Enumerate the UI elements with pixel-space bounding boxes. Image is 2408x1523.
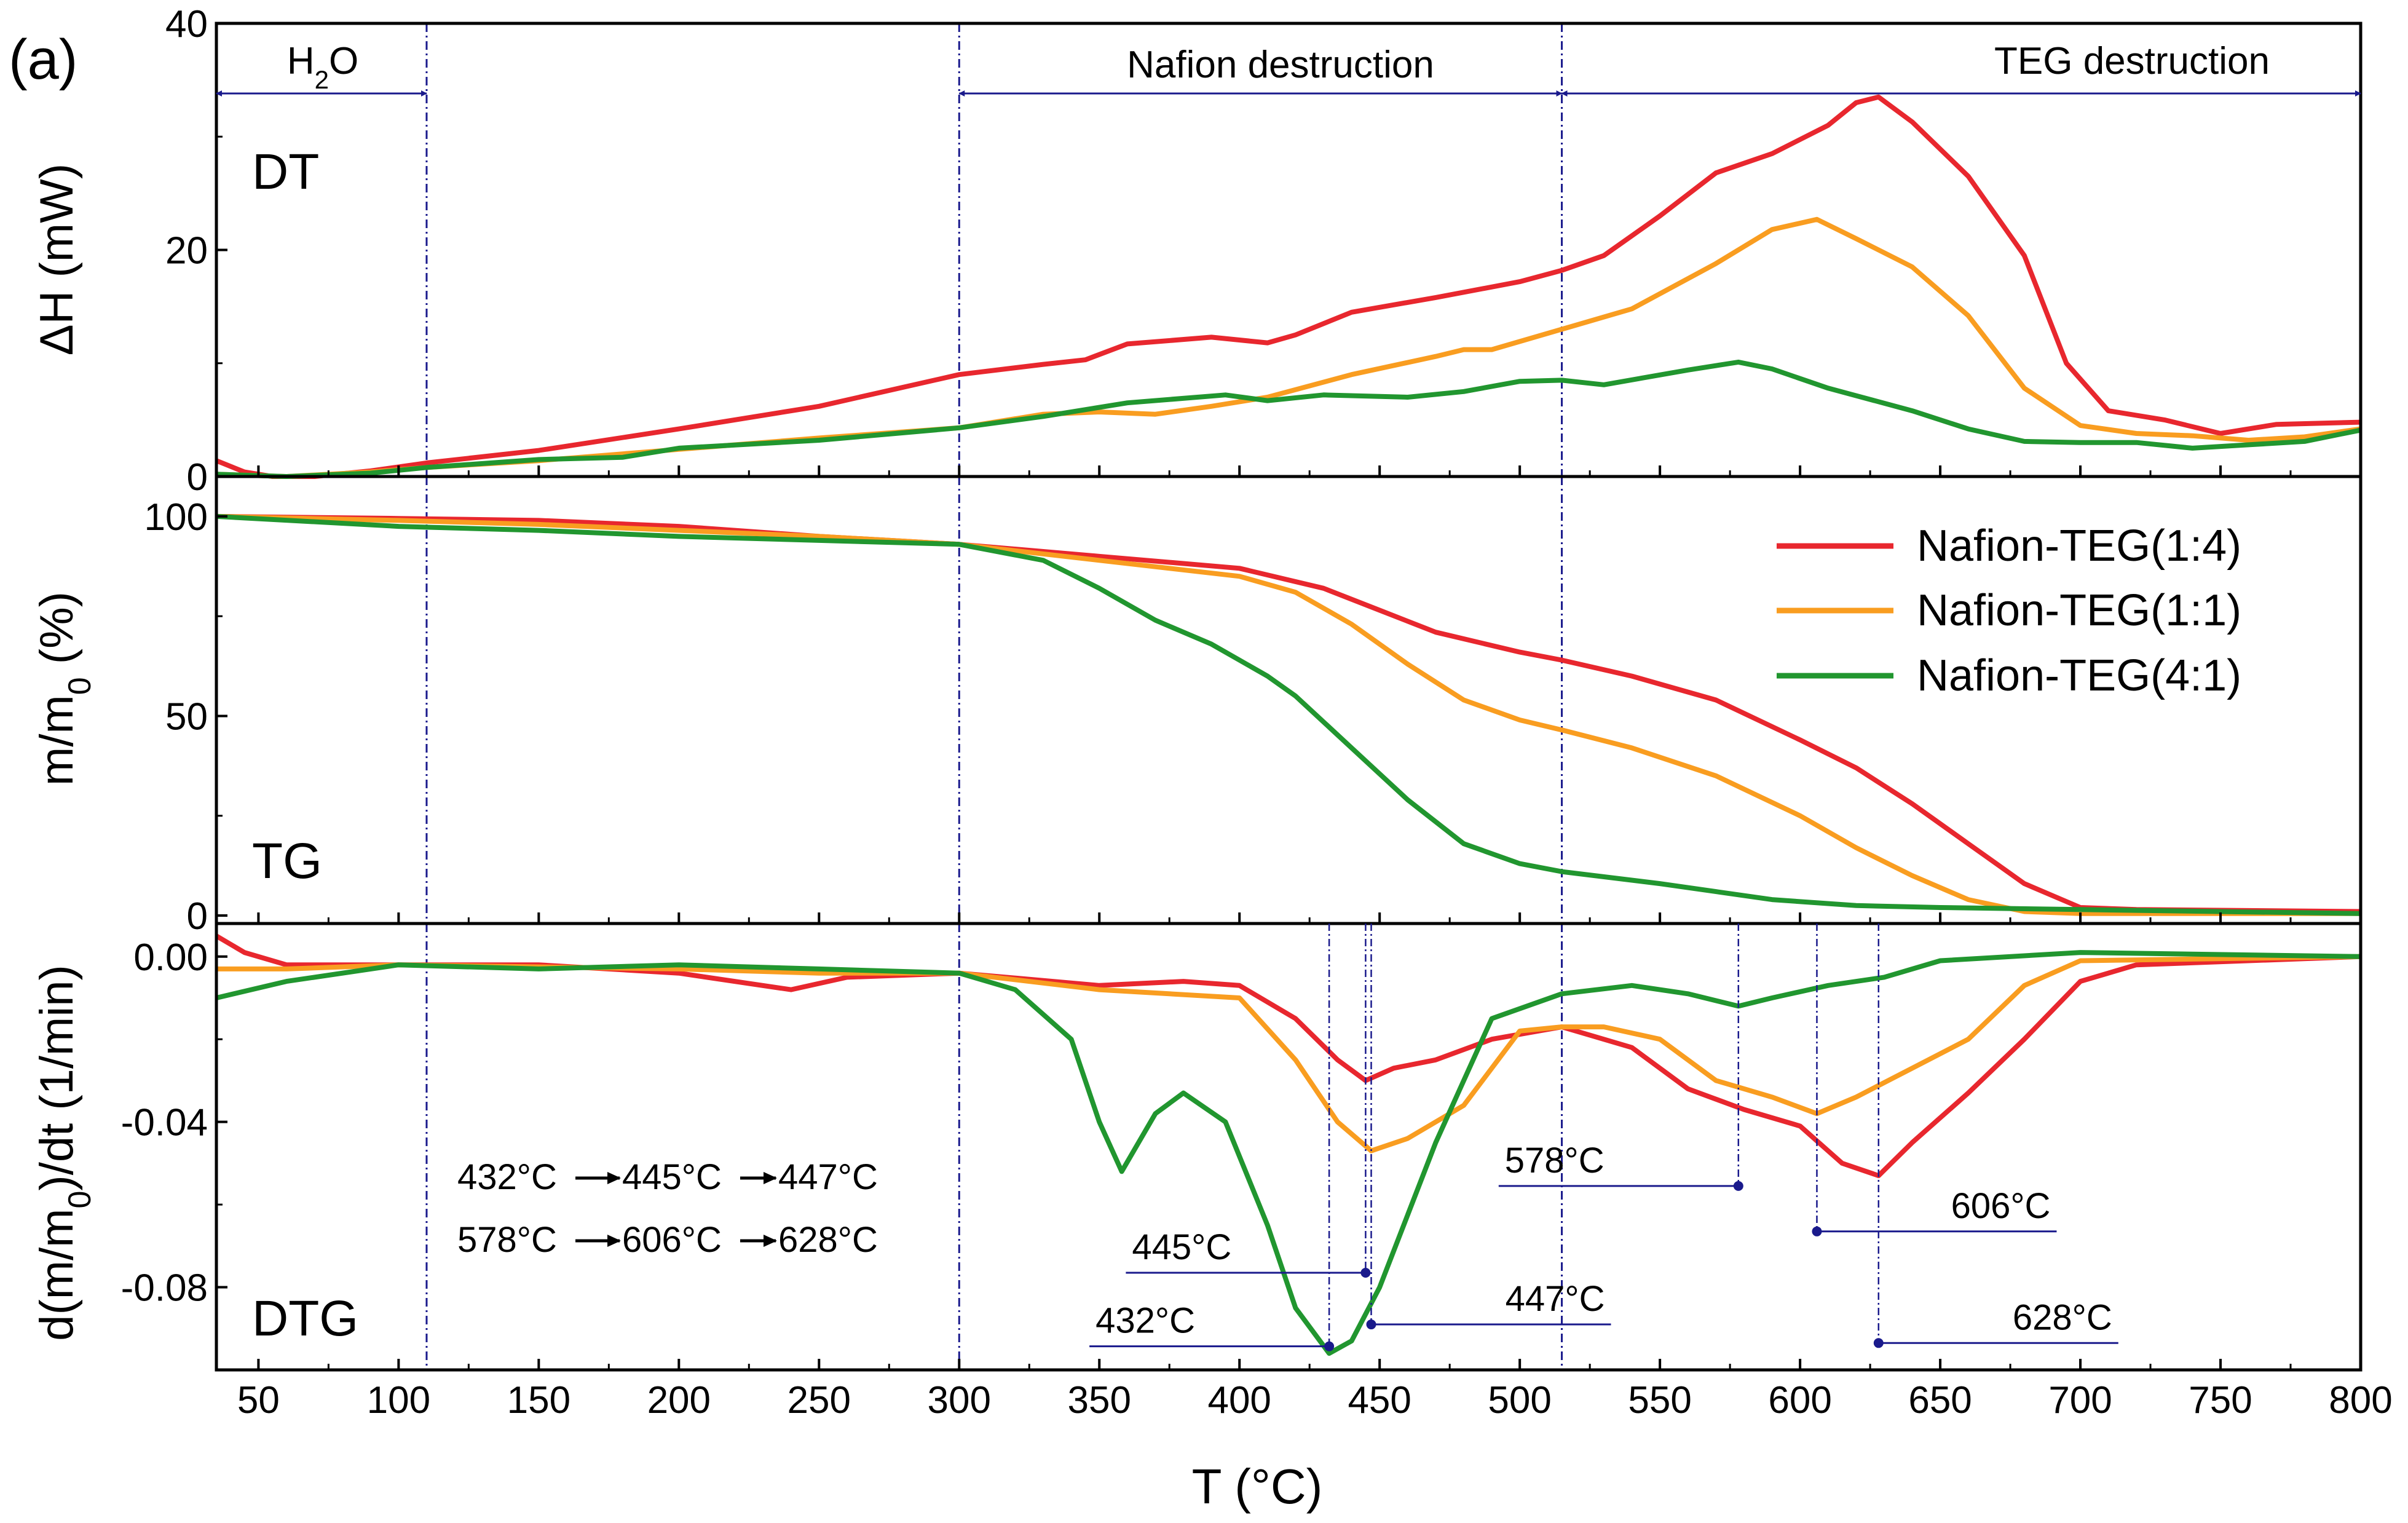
legend-label-1: Nafion-TEG(1:4) — [1917, 521, 2241, 571]
peak-label: 628°C — [2013, 1297, 2112, 1337]
panel-dt: 0 20 40 — [165, 3, 2363, 499]
peak-label: 432°C — [1095, 1301, 1195, 1341]
x-tick-label: 300 — [928, 1379, 991, 1422]
y-tick-label: 40 — [165, 3, 208, 45]
x-tick-label: 350 — [1068, 1379, 1131, 1422]
peak-label: 606°C — [1951, 1186, 2051, 1226]
x-tick-label: 100 — [367, 1379, 430, 1422]
peak-label: 447°C — [1506, 1279, 1605, 1319]
legend-label-3: Nafion-TEG(4:1) — [1917, 651, 2241, 700]
panel-dtg: 0.00 -0.04 -0.08 432°C 445°C 447°C 578°C 606°C 6… — [121, 922, 2363, 1372]
series-line-Nafion-TEG(1:1) — [216, 216, 2361, 479]
series-line-Nafion-TEG(4:1) — [216, 950, 2361, 1356]
x-tick-label: 450 — [1348, 1379, 1411, 1422]
y-tick-label: 0 — [187, 895, 208, 938]
dt-ylabel: ΔH (mW) — [31, 164, 83, 355]
seq-1-c: 447°C — [778, 1157, 878, 1197]
dtg-title: DTG — [252, 1291, 358, 1347]
x-tick-label: 150 — [507, 1379, 570, 1422]
x-axis-label: T (°C) — [1192, 1459, 1323, 1514]
x-tick-label: 200 — [647, 1379, 711, 1422]
chart-marks: 020400501000.00-0.04-0.08432°C445°C447°C… — [121, 3, 2393, 1422]
series-line-Nafion-TEG(1:4) — [216, 94, 2361, 479]
seq-2-c: 628°C — [778, 1220, 878, 1260]
nafion-destruction-label: Nafion destruction — [1127, 44, 1434, 86]
panel-frame — [215, 922, 2363, 1372]
y-tick-label: -0.04 — [121, 1102, 208, 1144]
dtg-ylabel: d(m/m0)/dt (1/min) — [31, 965, 98, 1341]
h2o-label: H2O — [287, 40, 358, 94]
x-tick-label: 400 — [1207, 1379, 1271, 1422]
dt-title: DT — [252, 144, 319, 200]
x-tick-label: 250 — [788, 1379, 851, 1422]
tg-ylabel: m/m0 (%) — [31, 591, 98, 786]
x-tick-label: 650 — [1908, 1379, 1972, 1422]
series-line-Nafion-TEG(4:1) — [216, 359, 2361, 479]
x-tick-label: 600 — [1768, 1379, 1831, 1422]
x-tick-label: 700 — [2048, 1379, 2112, 1422]
y-tick-label: -0.08 — [121, 1267, 208, 1310]
x-tick-label: 550 — [1628, 1379, 1691, 1422]
x-tick-label: 750 — [2189, 1379, 2252, 1422]
series-group — [216, 94, 2361, 479]
peak-label: 445°C — [1132, 1227, 1231, 1267]
series-line-Nafion-TEG(1:1) — [216, 954, 2361, 1153]
series-group — [216, 513, 2361, 916]
legend: Nafion-TEG(1:4) Nafion-TEG(1:1) Nafion-T… — [1777, 521, 2241, 700]
peak-dot — [1324, 1341, 1335, 1351]
legend-label-2: Nafion-TEG(1:1) — [1917, 586, 2241, 635]
seq-1-a: 432°C — [457, 1157, 557, 1197]
x-tick-label: 50 — [237, 1379, 280, 1422]
series-line-Nafion-TEG(4:1) — [216, 513, 2361, 916]
teg-destruction-label: TEG destruction — [1994, 40, 2270, 82]
x-tick-label: 800 — [2329, 1379, 2392, 1422]
seq-2-b: 606°C — [622, 1220, 722, 1260]
panel-label: (a) — [9, 28, 77, 91]
seq-1-b: 445°C — [622, 1157, 722, 1197]
series-line-Nafion-TEG(1:4) — [216, 933, 2361, 1179]
x-tick-label: 500 — [1488, 1379, 1551, 1422]
y-tick-label: 50 — [165, 695, 208, 738]
panel-frame — [215, 22, 2363, 478]
y-tick-label: 20 — [165, 230, 208, 272]
y-tick-label: 0.00 — [133, 936, 208, 979]
series-line-Nafion-TEG(1:4) — [216, 513, 2361, 914]
seq-2-a: 578°C — [457, 1220, 557, 1260]
peak-label: 578°C — [1505, 1141, 1605, 1181]
series-line-Nafion-TEG(1:1) — [216, 513, 2361, 916]
sequence-annotation: 432°C 445°C 447°C 578°C 606°C 628°C — [457, 1157, 878, 1260]
series-group — [216, 933, 2361, 1356]
y-tick-label: 100 — [144, 496, 208, 539]
y-tick-label: 0 — [187, 456, 208, 499]
tg-title: TG — [252, 833, 322, 889]
